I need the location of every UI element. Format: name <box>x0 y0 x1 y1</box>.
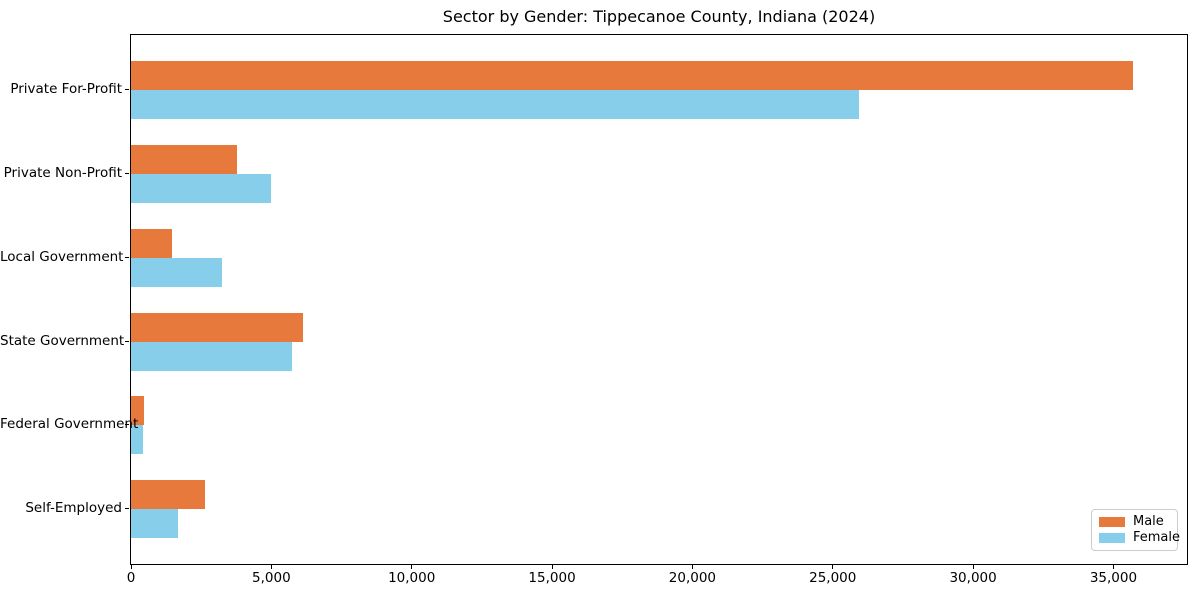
x-tick-label-2: 10,000 <box>388 570 436 586</box>
x-tick-label-6: 30,000 <box>949 570 997 586</box>
legend-item-male: Male <box>1099 515 1170 529</box>
y-tick-mark-5 <box>125 508 129 510</box>
x-tick-mark-7 <box>1112 565 1114 569</box>
legend-label-female: Female <box>1133 530 1181 545</box>
bar-male-2 <box>131 228 172 258</box>
x-tick-label-5: 25,000 <box>809 570 857 586</box>
bar-male-3 <box>131 312 303 342</box>
bar-female-4 <box>131 425 144 455</box>
y-tick-mark-1 <box>125 172 129 174</box>
legend-swatch-male <box>1099 517 1125 527</box>
x-tick-label-3: 15,000 <box>528 570 576 586</box>
y-tick-mark-3 <box>125 340 129 342</box>
x-tick-label-7: 35,000 <box>1089 570 1138 586</box>
x-tick-mark-0 <box>130 565 132 569</box>
y-tick-mark-0 <box>125 89 129 90</box>
chart-title: Sector by Gender: Tippecanoe County, Ind… <box>442 7 876 26</box>
bar-male-4 <box>131 396 145 426</box>
bar-male-5 <box>131 480 205 510</box>
bar-female-5 <box>131 509 178 539</box>
x-tick-mark-4 <box>691 565 693 569</box>
x-tick-mark-1 <box>270 565 272 569</box>
bar-female-2 <box>131 257 222 287</box>
legend-swatch-female <box>1099 533 1125 543</box>
bar-female-3 <box>131 341 293 371</box>
x-tick-mark-2 <box>411 565 413 569</box>
bar-male-0 <box>131 61 1134 90</box>
bar-male-1 <box>131 144 237 174</box>
y-tick-label-0: Private For-Profit <box>10 81 122 97</box>
y-tick-mark-4 <box>125 424 129 426</box>
plot-area: Male Female <box>130 34 1188 565</box>
x-tick-mark-3 <box>551 565 553 569</box>
y-tick-label-3: State Government <box>0 332 125 349</box>
y-tick-mark-2 <box>125 256 129 258</box>
x-tick-label-4: 20,000 <box>668 570 717 586</box>
bar-female-0 <box>131 90 860 119</box>
y-tick-label-1: Private Non-Profit <box>3 164 122 181</box>
legend-item-female: Female <box>1099 531 1180 545</box>
legend: Male Female <box>1091 509 1180 551</box>
y-tick-label-4: Federal Government <box>0 416 139 433</box>
x-tick-label-1: 5,000 <box>252 570 291 586</box>
legend-label-male: Male <box>1133 514 1164 529</box>
x-tick-mark-6 <box>972 565 974 569</box>
y-tick-label-5: Self-Employed <box>25 500 122 517</box>
x-tick-mark-5 <box>832 565 834 569</box>
bar-female-1 <box>131 173 271 203</box>
x-tick-label-0: 0 <box>126 570 136 586</box>
y-tick-label-2: Local Government <box>0 248 124 265</box>
